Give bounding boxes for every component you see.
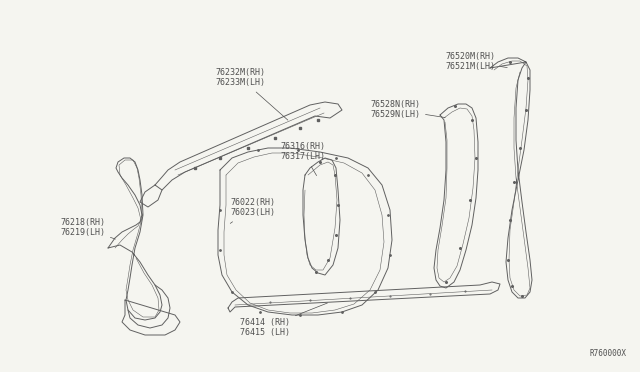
- Text: R760000X: R760000X: [590, 349, 627, 358]
- Text: 76316(RH)
76317(LH): 76316(RH) 76317(LH): [280, 142, 325, 176]
- Text: 76022(RH)
76023(LH): 76022(RH) 76023(LH): [230, 198, 275, 224]
- Text: 76232M(RH)
76233M(LH): 76232M(RH) 76233M(LH): [215, 68, 288, 120]
- Text: 76414 (RH)
76415 (LH): 76414 (RH) 76415 (LH): [240, 303, 328, 337]
- Text: 76520M(RH)
76521M(LH): 76520M(RH) 76521M(LH): [445, 52, 508, 71]
- Text: 76528N(RH)
76529N(LH): 76528N(RH) 76529N(LH): [370, 100, 445, 119]
- Text: 76218(RH)
76219(LH): 76218(RH) 76219(LH): [60, 218, 115, 239]
